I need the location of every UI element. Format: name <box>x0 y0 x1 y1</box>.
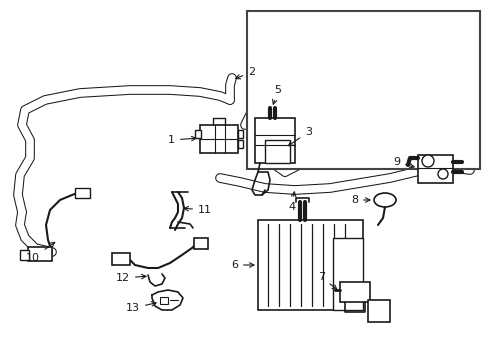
Bar <box>258 220 363 310</box>
Bar <box>28 247 52 261</box>
Circle shape <box>422 155 434 167</box>
Bar <box>418 155 453 183</box>
Text: 8: 8 <box>351 195 370 205</box>
Bar <box>75 188 90 198</box>
Text: 1: 1 <box>168 135 196 145</box>
Text: 13: 13 <box>126 302 156 313</box>
Bar <box>194 238 208 249</box>
Bar <box>112 253 130 265</box>
Bar <box>247 11 480 169</box>
Bar <box>160 297 168 304</box>
Bar <box>238 140 243 148</box>
Bar <box>255 118 295 163</box>
Text: 12: 12 <box>116 273 146 283</box>
Text: 9: 9 <box>393 157 414 168</box>
Bar <box>238 130 243 138</box>
Text: 10: 10 <box>26 242 55 263</box>
Text: 4: 4 <box>289 192 296 212</box>
Bar <box>200 125 238 153</box>
Ellipse shape <box>374 193 396 207</box>
Text: 7: 7 <box>318 272 337 289</box>
Text: 2: 2 <box>236 67 255 79</box>
Bar <box>333 238 363 310</box>
Bar <box>195 130 201 138</box>
Bar <box>20 250 29 260</box>
Bar <box>265 140 290 163</box>
Circle shape <box>438 169 448 179</box>
Text: 11: 11 <box>184 205 212 215</box>
Text: 3: 3 <box>288 127 312 146</box>
Bar <box>340 282 370 302</box>
Text: 6: 6 <box>231 260 254 270</box>
Bar <box>368 300 390 322</box>
Text: 5: 5 <box>272 85 281 104</box>
